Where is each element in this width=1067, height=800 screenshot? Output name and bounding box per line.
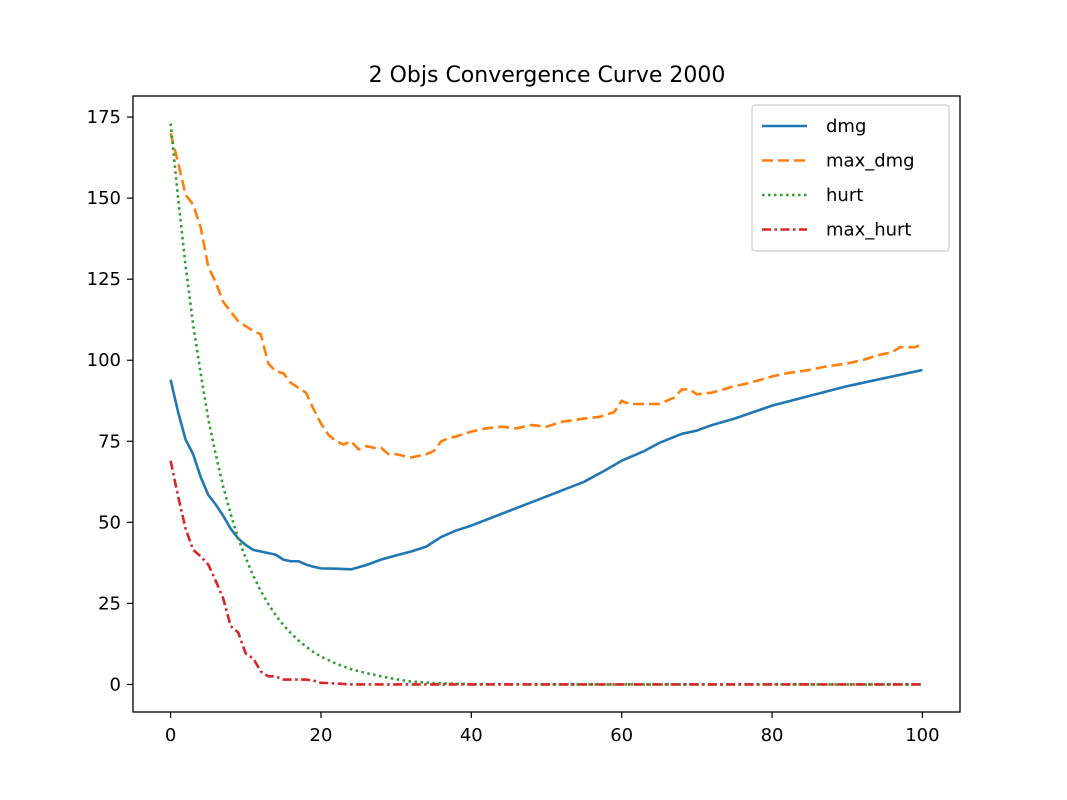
- y-tick-label: 150: [87, 188, 121, 209]
- series-line-dmg: [169, 368, 923, 571]
- x-tick-label: 0: [165, 725, 176, 746]
- series-line-max-hurt: [169, 460, 923, 686]
- y-tick-label: 125: [87, 269, 121, 290]
- y-tick-label: 75: [98, 431, 121, 452]
- y-tick-label: 50: [98, 512, 121, 533]
- series-line-hurt: [169, 123, 923, 686]
- legend-label: hurt: [826, 185, 863, 206]
- y-axis: 0 25 50 75 100 125 150 175: [87, 107, 133, 695]
- y-tick-label: 0: [110, 674, 121, 695]
- legend-box: [751, 104, 950, 252]
- y-tick-label: 175: [87, 107, 121, 128]
- x-tick-label: 100: [905, 725, 939, 746]
- chart-title: 2 Objs Convergence Curve 2000: [369, 63, 726, 88]
- x-tick-label: 40: [460, 725, 483, 746]
- series-layer: [169, 123, 923, 686]
- y-tick-label: 25: [98, 593, 121, 614]
- legend-label: dmg: [826, 116, 866, 137]
- plot-frame: [132, 95, 961, 713]
- x-tick-label: 20: [310, 725, 333, 746]
- legend-label: max_hurt: [826, 220, 912, 241]
- x-tick-label: 60: [610, 725, 633, 746]
- legend-label: max_dmg: [826, 151, 915, 172]
- x-axis: 0 20 40 60 80 100: [165, 712, 940, 746]
- series-line-max-dmg: [169, 132, 923, 459]
- y-tick-label: 100: [87, 350, 121, 371]
- x-tick-label: 80: [761, 725, 784, 746]
